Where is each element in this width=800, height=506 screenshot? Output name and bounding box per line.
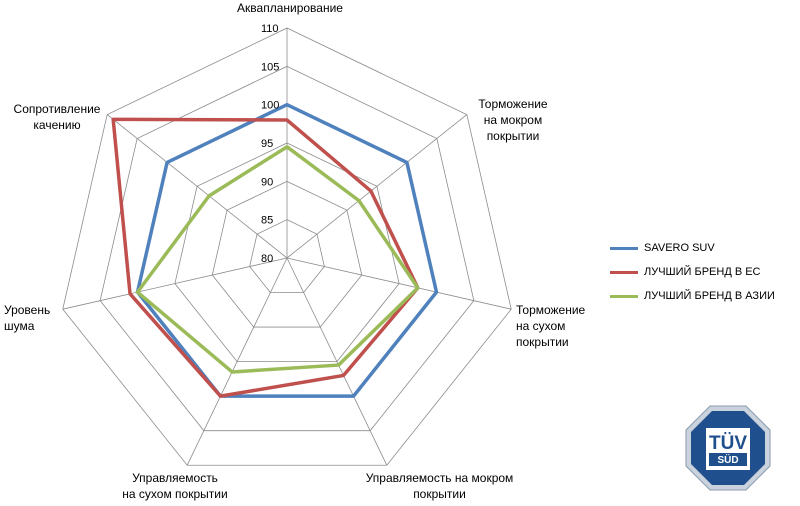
axis-label-line: качению (33, 118, 81, 132)
axis-label-line: Сопротивление (13, 102, 101, 116)
tick-label: 85 (261, 215, 273, 227)
axis-label: Аквапланирование (210, 0, 370, 16)
grid-spoke (286, 114, 468, 259)
grid-ring (62, 27, 512, 466)
tick-label: 80 (261, 253, 273, 265)
grid-ring (249, 219, 325, 293)
tick-label: 105 (261, 61, 279, 73)
tick-label: 90 (261, 176, 273, 188)
series-line-1 (135, 102, 439, 398)
grid-spoke (286, 257, 512, 310)
radial-ticks: 80 85 90 95 100 105 110 (261, 23, 279, 265)
axis-label-line: на сухом покрытии (122, 487, 228, 501)
legend-item: ЛУЧШИЙ БРЕНД В АЗИИ (610, 284, 775, 308)
axis-label-line: Управляемость (132, 471, 218, 485)
legend-item: ЛУЧШИЙ БРЕНД В ЕС (610, 260, 775, 284)
legend-swatch (610, 246, 638, 250)
tick-label: 95 (261, 138, 273, 150)
axis-label-line: Торможение (516, 303, 586, 317)
series-line-3 (135, 145, 420, 374)
legend: SAVERO SUV ЛУЧШИЙ БРЕНД В ЕС ЛУЧШИЙ БРЕН… (610, 236, 775, 308)
axis-label-line: покрытии (516, 335, 569, 349)
legend-swatch (610, 294, 638, 298)
legend-label: ЛУЧШИЙ БРЕНД В АЗИИ (644, 290, 775, 302)
legend-label: ЛУЧШИЙ БРЕНД В ЕС (644, 266, 761, 278)
axis-label: Управляемость на сухом покрытии (100, 470, 250, 502)
radar-grid (62, 27, 512, 466)
axis-label-line: шума (4, 319, 35, 333)
axis-label: Торможение на сухом покрытии (516, 302, 626, 350)
axis-label-line: Управляемость на мокром (365, 471, 514, 485)
series-line-2 (111, 117, 420, 398)
badge-subtext: SÜD (717, 453, 738, 466)
grid-spoke (186, 257, 288, 466)
grid-ring (174, 142, 400, 363)
legend-label: SAVERO SUV (644, 242, 715, 254)
grid-spoke (106, 114, 288, 259)
tuv-sud-logo: TÜV SÜD (685, 405, 771, 491)
axis-label-line: на мокром (483, 113, 543, 127)
axis-label-line: Торможение (478, 97, 548, 111)
grid-spoke (286, 257, 388, 466)
legend-swatch (610, 270, 638, 274)
grid-ring (211, 180, 363, 328)
axis-label-line: покрытии (486, 129, 540, 143)
axis-label: Уровень шума (4, 302, 84, 334)
axis-label: Торможение на мокром покрытии (448, 96, 578, 144)
badge-text: TÜV (709, 433, 747, 454)
axis-label-line: на сухом (516, 319, 566, 333)
axis-label: Управляемость на мокром покрытии (352, 470, 527, 502)
tick-label: 110 (261, 23, 279, 35)
axis-label-line: Аквапланирование (237, 1, 343, 15)
axis-label-line: Уровень (4, 303, 51, 317)
tick-label: 100 (261, 100, 279, 112)
grid-spoke (62, 257, 288, 310)
legend-item: SAVERO SUV (610, 236, 775, 260)
axis-label-line: покрытии (413, 487, 466, 501)
grid-ring (99, 65, 475, 432)
radar-series (111, 102, 439, 398)
axis-label: Сопротивление качению (2, 101, 112, 133)
